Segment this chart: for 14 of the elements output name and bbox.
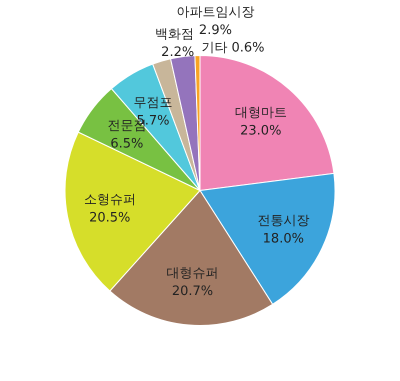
slice-label: 대형마트 [234, 105, 287, 120]
data-label: 20.5% [89, 210, 130, 226]
data-label: 20.7% [172, 284, 214, 300]
slice-label: 소형슈퍼 [84, 192, 136, 208]
data-label: 23.0% [240, 123, 282, 138]
slice-label: 대형슈퍼 [166, 266, 218, 282]
data-label: 2.2% [161, 44, 194, 60]
slice-label: 기타 0.6% [201, 40, 264, 56]
data-label: 2.9% [198, 23, 232, 38]
slice-label: 백화점 [155, 26, 194, 42]
slice-label: 전통시장 [257, 214, 310, 229]
data-label: 18.0% [262, 232, 304, 247]
slice-label: 아파트임시장 [176, 5, 254, 20]
data-label: 6.5% [110, 136, 144, 152]
